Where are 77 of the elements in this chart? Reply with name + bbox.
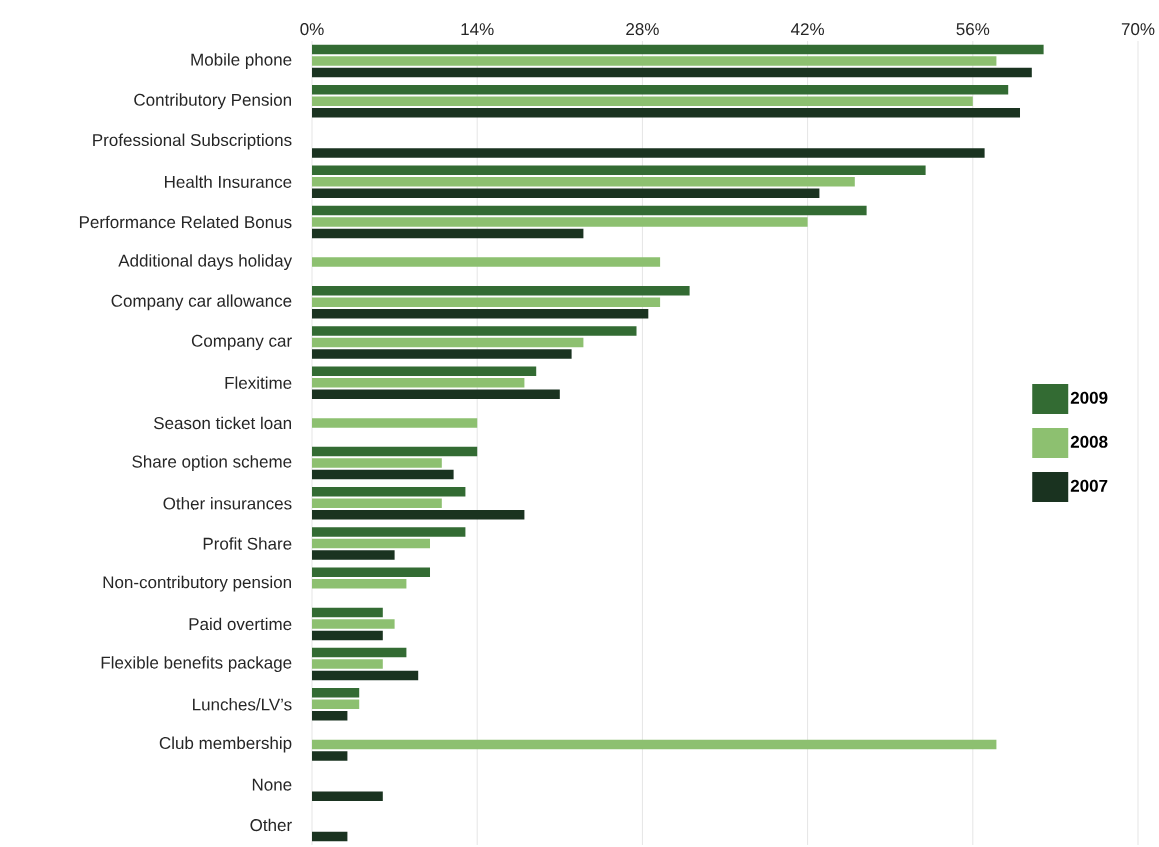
bar — [312, 297, 661, 308]
bar — [312, 458, 442, 468]
bar — [312, 630, 383, 641]
y-tick-label: Lunches/LV’s — [193, 698, 292, 711]
bar — [312, 578, 407, 589]
bar — [312, 550, 395, 560]
y-tick-label: Paid overtime — [189, 617, 292, 631]
bar — [312, 688, 360, 698]
y-tick-label: Professional Subscriptions — [93, 133, 292, 150]
bar — [312, 217, 808, 227]
y-tick-label: Other — [250, 818, 292, 832]
x-tick-label: 14% — [461, 23, 494, 36]
bar — [312, 337, 584, 348]
y-tick-label: Non-contributory pension — [103, 575, 291, 592]
bar — [312, 791, 383, 801]
bar — [312, 309, 649, 319]
y-tick-label: Other insurances — [163, 497, 292, 510]
bar — [312, 711, 348, 721]
bar — [312, 205, 867, 216]
x-tick-label: 28% — [626, 23, 659, 36]
bar — [312, 527, 466, 537]
bar — [312, 377, 525, 388]
bar — [312, 670, 419, 681]
y-tick-label: None — [252, 778, 292, 791]
bar — [312, 446, 478, 457]
bar — [312, 510, 525, 520]
bar — [312, 326, 637, 336]
x-tick-label: 0% — [300, 23, 324, 36]
bar — [312, 699, 360, 710]
bar — [312, 96, 973, 107]
y-tick-label: Contributory Pension — [134, 93, 291, 110]
y-tick-label: Mobile phone — [191, 53, 292, 70]
bar — [312, 165, 926, 175]
y-tick-label: Club membership — [159, 736, 292, 753]
bar — [312, 257, 661, 267]
bar — [312, 108, 1021, 118]
y-tick-label: Flexible benefits package — [101, 656, 292, 673]
bar — [312, 349, 572, 359]
legend-label: 2007 — [1070, 479, 1108, 492]
bar — [312, 286, 690, 296]
bar — [312, 176, 855, 187]
bar — [312, 56, 997, 66]
bar — [312, 67, 1032, 78]
y-tick-label: Additional days holiday — [118, 254, 293, 271]
bar — [312, 188, 820, 198]
bar — [312, 538, 431, 549]
legend-label: 2009 — [1070, 391, 1108, 404]
bar — [312, 487, 466, 497]
bar — [312, 659, 383, 669]
bar — [312, 619, 395, 629]
y-tick-label: Health Insurance — [165, 175, 292, 188]
bar — [312, 739, 997, 750]
x-tick-label: 42% — [790, 23, 825, 36]
y-tick-label: Share option scheme — [132, 455, 292, 472]
legend-label: 2008 — [1070, 435, 1108, 448]
bar — [312, 469, 454, 480]
bar — [312, 148, 985, 158]
bar — [312, 498, 442, 509]
bar — [312, 44, 1044, 55]
y-tick-label: Profit Share — [203, 537, 292, 550]
bar — [312, 366, 537, 376]
bar — [312, 647, 407, 658]
bar — [312, 567, 431, 577]
y-tick-label: Company car allowance — [111, 294, 292, 311]
bar — [312, 85, 1009, 95]
x-tick-label: 56% — [956, 23, 990, 36]
bar — [312, 228, 584, 239]
bar — [312, 831, 348, 842]
bar — [312, 751, 348, 761]
bar — [312, 607, 383, 618]
y-tick-label: Season ticket loan — [153, 416, 291, 430]
bar — [312, 389, 560, 399]
y-tick-label: Company car — [191, 334, 292, 351]
y-tick-label: Flexitime — [225, 376, 292, 389]
y-tick-label: Performance Related Bonus — [79, 215, 292, 229]
bar — [312, 418, 478, 428]
x-tick-label: 70% — [1121, 23, 1155, 36]
